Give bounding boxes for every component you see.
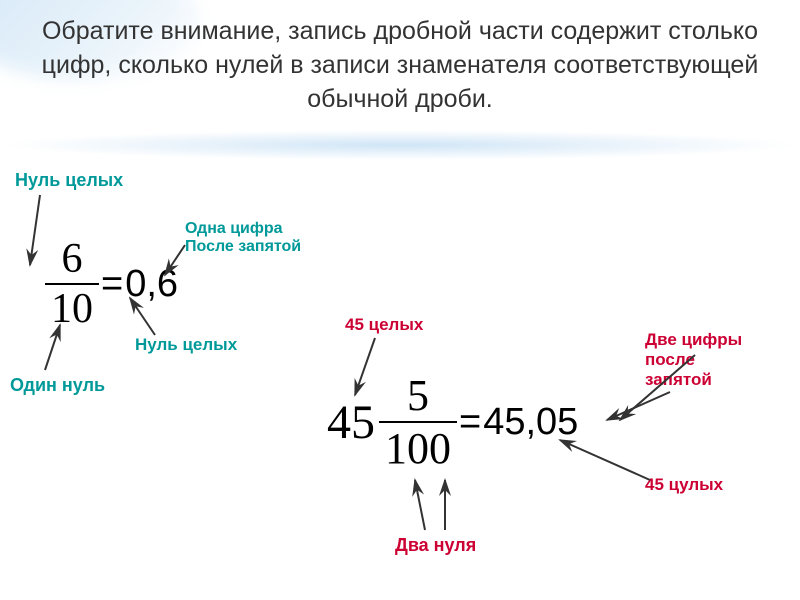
ex2-decimal: 45,05: [483, 401, 578, 444]
label-posle-zapyatoy-1: После запятой: [185, 238, 301, 256]
bar-glow: [0, 130, 800, 160]
arrow-nul-tselykh-top: [30, 195, 40, 265]
label-dva-nulya: Два нуля: [395, 535, 476, 556]
label-nul-tselykh-top: Нуль целых: [15, 170, 123, 191]
ex1-decimal: 0,6: [125, 263, 178, 306]
ex2-numerator: 5: [401, 370, 435, 421]
label-nul-tselykh-bottom: Нуль целых: [135, 335, 237, 355]
ex1-numerator: 6: [56, 235, 89, 283]
label-45-tselykh: 45 целых: [345, 315, 423, 335]
label-odin-nul: Один нуль: [10, 375, 105, 396]
ex1-equals: =: [101, 263, 123, 306]
arrow-dva-nulya-1: [415, 480, 425, 530]
ex2-equals: =: [459, 401, 481, 444]
label-dve-tsifry: Две цифры: [645, 330, 742, 350]
arrow-dve-tsifry-1: [607, 392, 670, 420]
label-odna-tsifra: Одна цифра: [185, 220, 283, 238]
title-text: Обратите внимание, запись дробной части …: [30, 15, 770, 116]
ex2-denominator: 100: [379, 423, 457, 474]
label-posle: после: [645, 350, 695, 370]
ex2-whole: 45: [327, 395, 375, 450]
fraction-example-2: 45 5 100 = 45,05: [327, 370, 578, 474]
label-45-tsulykh: 45 цулых: [645, 475, 723, 495]
fraction-example-1: 6 10 = 0,6: [45, 235, 178, 333]
ex1-denominator: 10: [45, 285, 99, 333]
label-zapyatoy: запятой: [645, 370, 712, 390]
